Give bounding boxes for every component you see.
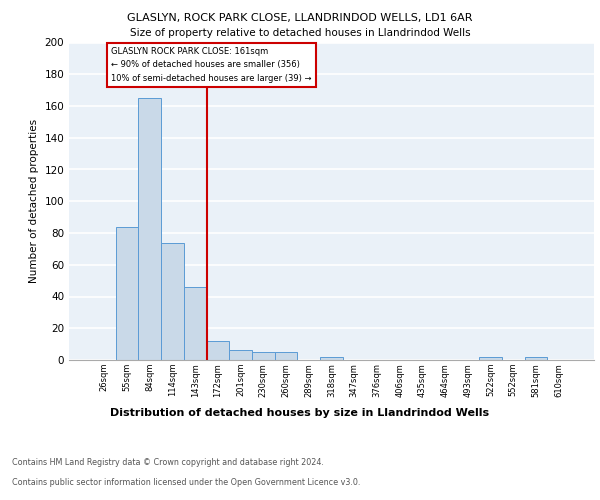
Text: Contains public sector information licensed under the Open Government Licence v3: Contains public sector information licen…: [12, 478, 361, 487]
Bar: [161, 242, 184, 360]
Bar: [252, 352, 275, 360]
Text: Size of property relative to detached houses in Llandrindod Wells: Size of property relative to detached ho…: [130, 28, 470, 38]
Bar: [206, 341, 229, 360]
Bar: [229, 350, 252, 360]
Text: GLASLYN, ROCK PARK CLOSE, LLANDRINDOD WELLS, LD1 6AR: GLASLYN, ROCK PARK CLOSE, LLANDRINDOD WE…: [127, 12, 473, 22]
Bar: [479, 357, 502, 360]
Text: Distribution of detached houses by size in Llandrindod Wells: Distribution of detached houses by size …: [110, 408, 490, 418]
Text: Contains HM Land Registry data © Crown copyright and database right 2024.: Contains HM Land Registry data © Crown c…: [12, 458, 324, 467]
Bar: [524, 357, 547, 360]
Bar: [139, 98, 161, 360]
Y-axis label: Number of detached properties: Number of detached properties: [29, 119, 39, 284]
Bar: [320, 357, 343, 360]
Text: GLASLYN ROCK PARK CLOSE: 161sqm
← 90% of detached houses are smaller (356)
10% o: GLASLYN ROCK PARK CLOSE: 161sqm ← 90% of…: [111, 48, 311, 82]
Bar: [275, 352, 298, 360]
Bar: [116, 226, 139, 360]
Bar: [184, 287, 206, 360]
